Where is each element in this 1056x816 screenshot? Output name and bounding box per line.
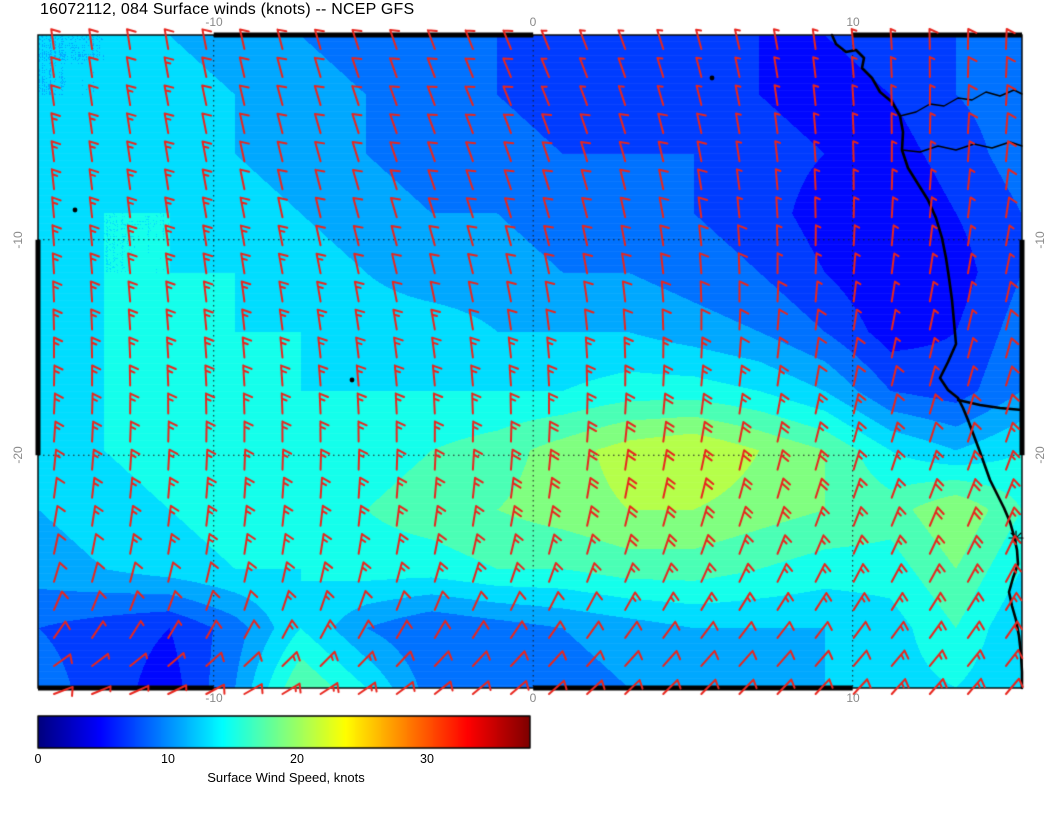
colorbar-tick-label-1: 10	[161, 752, 175, 766]
x-tick-label-bottom-1: 0	[529, 691, 537, 705]
x-tick-label-top-0: -10	[205, 15, 223, 29]
y-tick-label-left-0: -10	[11, 231, 25, 249]
colorbar-tick-label-3: 30	[420, 752, 434, 766]
colorbar-tick-label-2: 20	[290, 752, 304, 766]
y-tick-label-left-1: -20	[11, 446, 25, 464]
x-tick-label-bottom-2: 10	[846, 691, 860, 705]
colorbar-caption: Surface Wind Speed, knots	[207, 770, 365, 785]
y-tick-label-right-0: -10	[1033, 231, 1047, 249]
colorbar-tick-label-0: 0	[34, 752, 42, 766]
x-tick-label-top-1: 0	[529, 15, 537, 29]
x-tick-label-bottom-0: -10	[205, 691, 223, 705]
x-tick-label-top-2: 10	[846, 15, 860, 29]
y-tick-label-right-1: -20	[1033, 446, 1047, 464]
chart-title: 16072112, 084 Surface winds (knots) -- N…	[40, 1, 415, 18]
